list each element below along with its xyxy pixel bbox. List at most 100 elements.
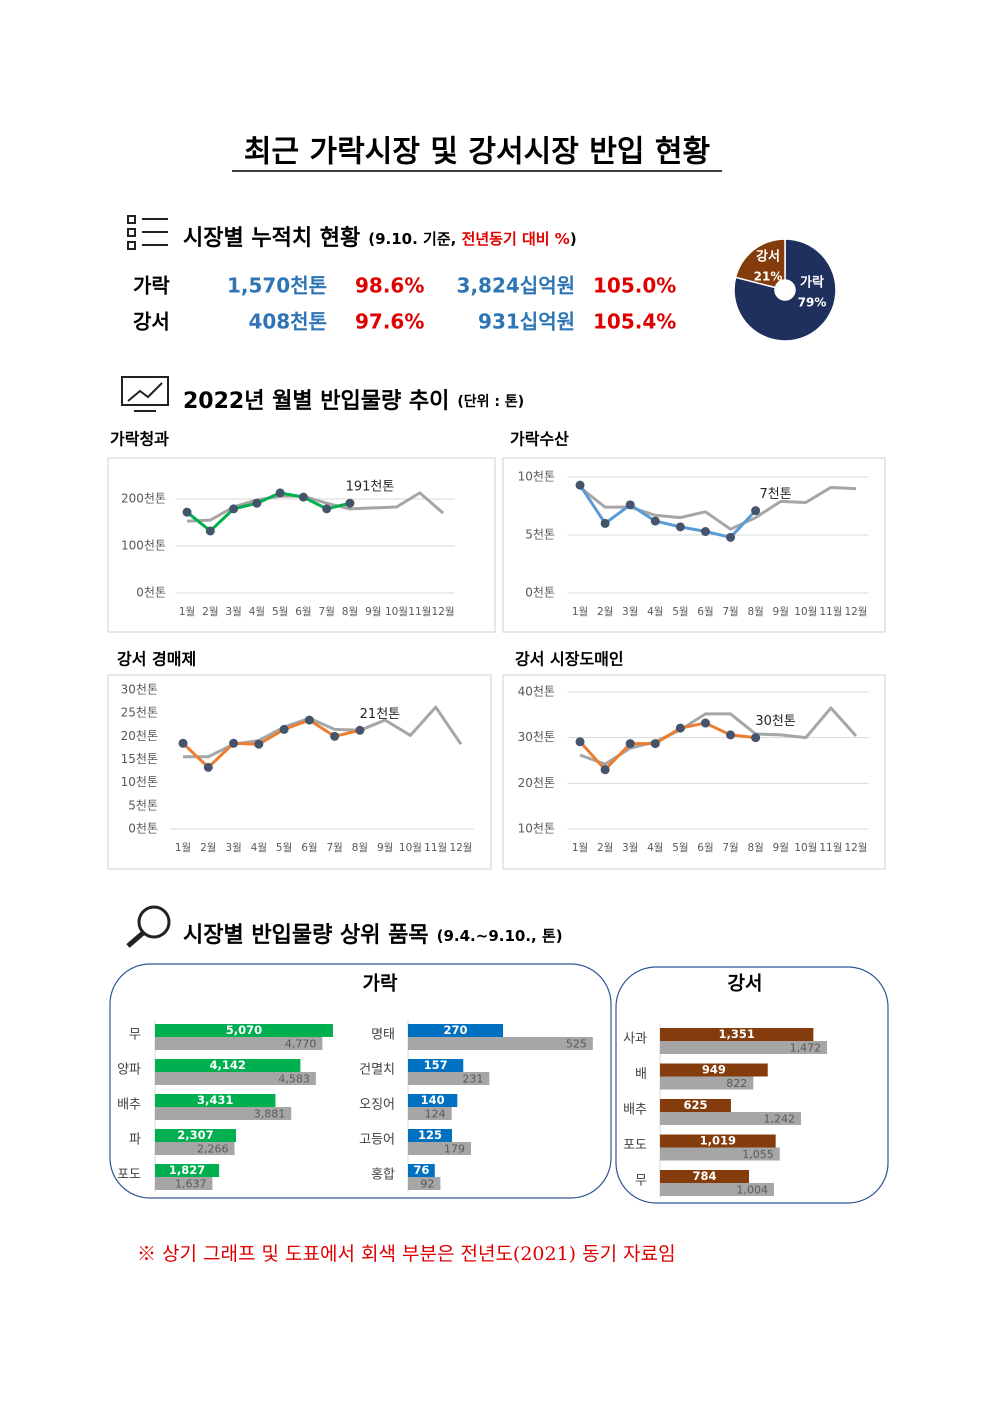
point-marker: [355, 725, 365, 735]
y-tick-label: 5천톤: [525, 527, 555, 542]
x-tick-label: 2월: [202, 606, 218, 618]
bar: [408, 1059, 464, 1072]
x-tick-label: 7월: [326, 842, 342, 854]
data-label: 157: [424, 1058, 448, 1072]
point-marker: [575, 480, 585, 490]
point-marker: [229, 504, 239, 514]
data-label: 625: [683, 1098, 707, 1112]
point-marker: [330, 731, 340, 741]
category-label: 홍합: [371, 1168, 395, 1183]
chart-title: 가락: [363, 973, 398, 995]
y-tick-label: 100천톤: [121, 538, 166, 553]
slice-label: 강서: [756, 249, 780, 265]
heading-text: 시장별 누적치 현황: [183, 226, 360, 251]
bar: [660, 1028, 814, 1041]
x-tick-label: 12월: [432, 606, 455, 618]
x-tick-label: 12월: [844, 606, 867, 618]
point-marker: [345, 498, 355, 508]
bar: [408, 1164, 435, 1177]
x-tick-label: 5월: [276, 842, 292, 854]
point-marker: [650, 739, 660, 749]
point-marker: [600, 518, 610, 528]
y-tick-label: 20천톤: [121, 728, 158, 743]
data-label: 2,307: [177, 1128, 213, 1142]
data-label: 1,472: [790, 1042, 822, 1055]
volume: 1,570천톤: [227, 274, 327, 298]
bar: [155, 1037, 323, 1050]
data-label: 1,004: [736, 1184, 768, 1197]
x-tick-label: 1월: [179, 606, 195, 618]
point-marker: [675, 522, 685, 532]
chart-title: 강서 경매제: [117, 650, 196, 669]
x-tick-label: 2월: [597, 606, 613, 618]
pie-slice: [734, 238, 786, 289]
data-label: 140: [421, 1093, 445, 1107]
x-tick-label: 7월: [319, 606, 335, 618]
x-tick-label: 8월: [352, 842, 368, 854]
footnote: ※ 상기 그래프 및 도표에서 회색 부분은 전년도(2021) 동기 자료임: [137, 1243, 676, 1265]
point-marker: [726, 532, 736, 542]
data-label: 4,142: [209, 1058, 245, 1072]
x-tick-label: 9월: [365, 606, 381, 618]
bar: [155, 1142, 235, 1155]
data-label: 125: [418, 1128, 442, 1142]
data-label: 784: [692, 1169, 716, 1183]
data-label: 124: [425, 1108, 446, 1121]
bar: [155, 1177, 213, 1190]
data-label: 76: [413, 1163, 429, 1177]
x-tick-label: 11월: [819, 842, 842, 854]
x-tick-label: 9월: [773, 606, 789, 618]
y-tick-label: 0천톤: [136, 585, 166, 600]
chart-frame: [107, 457, 496, 633]
heading-note: (단위 : 톤): [457, 393, 524, 410]
point-marker: [575, 737, 585, 747]
y-tick-label: 25천톤: [121, 705, 158, 720]
data-label: 2,266: [197, 1143, 229, 1156]
bar: [155, 1107, 292, 1120]
volume: 408천톤: [248, 310, 327, 334]
x-tick-label: 12월: [449, 842, 472, 854]
bar: [155, 1164, 220, 1177]
x-tick-label: 2월: [200, 842, 216, 854]
volume-ratio: 98.6%: [355, 274, 424, 298]
y-tick-label: 200천톤: [121, 491, 166, 506]
bar: [660, 1099, 731, 1112]
category-label: 건멸치: [359, 1063, 395, 1078]
x-tick-label: 6월: [697, 842, 713, 854]
list-icon: [127, 215, 168, 250]
x-tick-label: 11월: [424, 842, 447, 854]
data-label: 1,242: [763, 1113, 795, 1126]
x-tick-label: 7월: [722, 842, 738, 854]
x-tick-label: 1월: [572, 606, 588, 618]
x-tick-label: 8월: [342, 606, 358, 618]
x-tick-label: 7월: [722, 606, 738, 618]
point-marker: [203, 762, 213, 772]
section-heading: 시장별 반입물량 상위 품목 (9.4.~9.10., 톤): [183, 923, 563, 948]
bar: [660, 1041, 828, 1054]
category-label: 양파: [117, 1063, 141, 1078]
data-label: 4,583: [278, 1073, 310, 1086]
y-tick-label: 30천톤: [121, 682, 158, 697]
point-marker: [178, 738, 188, 748]
x-tick-label: 6월: [697, 606, 713, 618]
bar: [408, 1107, 452, 1120]
x-tick-label: 6월: [295, 606, 311, 618]
x-tick-label: 3월: [622, 606, 638, 618]
bar: [155, 1129, 236, 1142]
y-tick-label: 20천톤: [518, 775, 555, 790]
x-tick-label: 11월: [408, 606, 431, 618]
bar: [408, 1177, 441, 1190]
chart-frame: [107, 674, 492, 870]
x-tick-label: 9월: [377, 842, 393, 854]
point-marker: [751, 733, 761, 743]
point-marker: [252, 498, 262, 508]
series-line: [578, 721, 756, 772]
x-tick-label: 10월: [385, 606, 408, 618]
category-label: 명태: [371, 1028, 395, 1043]
point-marker: [600, 765, 610, 775]
point-marker: [279, 724, 289, 734]
series-line: [579, 706, 858, 766]
point-marker: [625, 739, 635, 749]
chart-title: 강서 시장도매인: [515, 650, 624, 669]
x-tick-label: 5월: [272, 606, 288, 618]
